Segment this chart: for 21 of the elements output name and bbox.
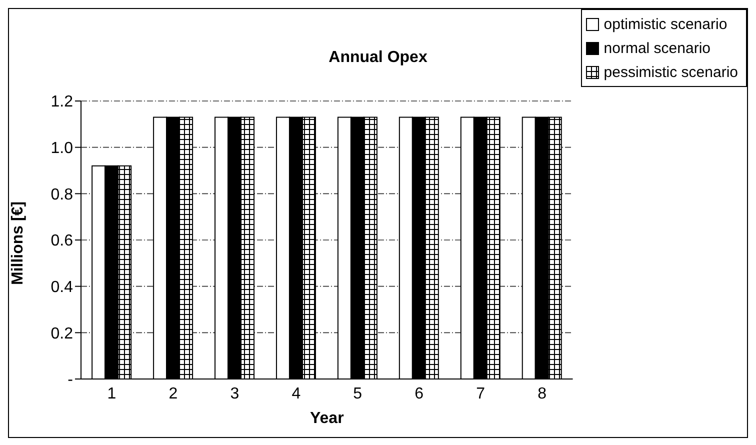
y-tick-label: 0.4 xyxy=(50,279,74,296)
y-tick-label: 0.6 xyxy=(50,232,74,250)
x-tick-label: 3 xyxy=(230,385,240,402)
chart-title: Annual Opex xyxy=(328,49,428,66)
x-tick-label: 8 xyxy=(538,385,547,402)
legend-label: normal scenario xyxy=(604,40,710,56)
x-tick-label: 7 xyxy=(476,385,486,402)
y-axis-title: Millions [€] xyxy=(10,201,27,285)
y-tick-label: 1.2 xyxy=(50,94,74,111)
legend-label: optimistic scenario xyxy=(604,16,728,32)
x-tick-label: 1 xyxy=(107,385,116,402)
x-tick-label: 5 xyxy=(353,385,362,402)
x-tick-label: 6 xyxy=(414,385,424,402)
x-axis-title: Year xyxy=(310,410,344,427)
y-tick-label: - xyxy=(68,372,73,389)
y-tick-label: 1.0 xyxy=(50,140,74,158)
y-tick-label: 0.8 xyxy=(50,186,74,204)
x-tick-label: 2 xyxy=(168,385,178,402)
x-tick-label: 4 xyxy=(292,385,301,402)
y-tick-label: 0.2 xyxy=(50,325,74,342)
legend-label: pessimistic scenario xyxy=(604,64,738,80)
